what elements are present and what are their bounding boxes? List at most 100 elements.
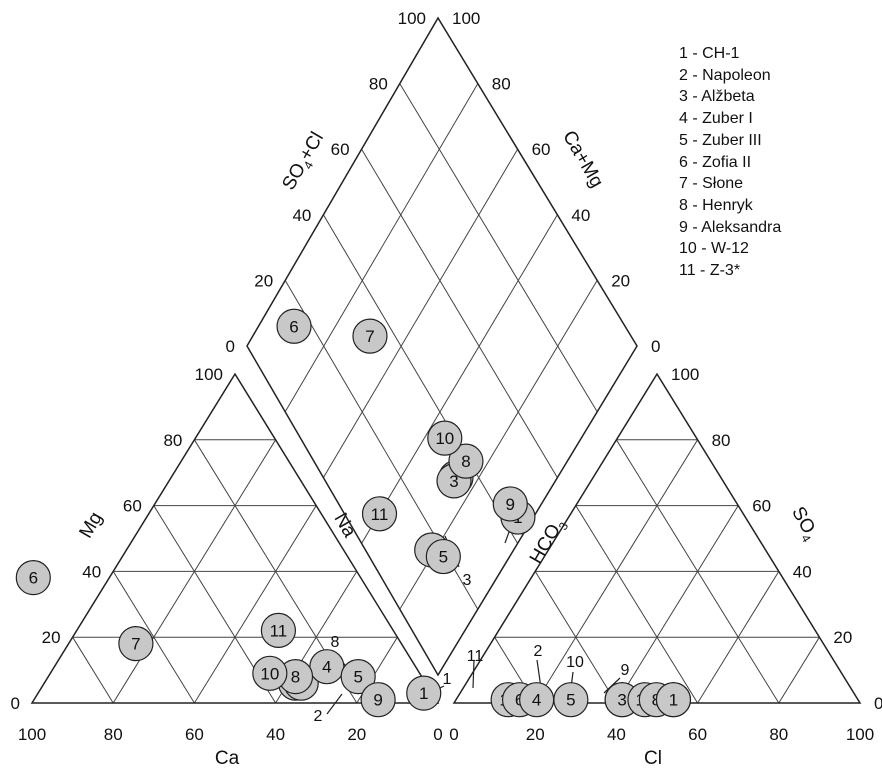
grid-line (361, 214, 558, 544)
anion-point: 5 (553, 682, 589, 718)
leader-label: 9 (621, 662, 630, 679)
anion-point: 4 (519, 682, 555, 718)
cation-point: 9 (360, 682, 396, 718)
axis-label-ca: Ca (215, 748, 240, 768)
tick-label-ca: 100 (18, 725, 46, 744)
tick-label-cl: 80 (769, 725, 788, 744)
axis-label-cl: Cl (644, 748, 662, 768)
legend-entry: 10 - W-12 (679, 240, 749, 258)
diamond-point: 11 (361, 496, 398, 532)
anion-grid (494, 439, 820, 704)
tick-label-ca-mg: 100 (452, 9, 480, 28)
legend-entry: 7 - Słone (679, 175, 744, 193)
tick-label-cl: 100 (846, 725, 874, 744)
legend: 1 - CH-1 2 - Napoleon 3 - Alžbeta 4 - Zu… (679, 43, 781, 282)
cation-point: 5 (340, 658, 376, 695)
sample-marker-label: 9 (506, 495, 515, 514)
legend-entry: 9 - Aleksandra (679, 218, 782, 236)
sample-marker-circle (118, 625, 154, 662)
anion-tick-labels: 0 0 20 20 40 40 60 60 80 80 100 100 (449, 365, 882, 744)
sample-marker-circle (361, 496, 398, 532)
sample-marker-label: 4 (322, 658, 331, 677)
sample-marker-label: 1 (669, 691, 678, 710)
cation-tick-labels: 0 0 20 20 40 40 60 60 80 80 100 100 (11, 365, 443, 744)
grid-line (112, 571, 195, 704)
leader-line (472, 659, 475, 689)
sample-marker-circle (553, 682, 589, 718)
tick-label-ca-mg: 0 (651, 337, 660, 356)
sample-marker-circle (352, 318, 388, 354)
sample-marker-label: 11 (270, 621, 288, 640)
cation-point: 10 (252, 655, 288, 691)
sample-marker-label: 1 (419, 684, 428, 703)
cation-point: 7 (118, 625, 154, 662)
cation-outline (30, 372, 440, 704)
legend-entry: 4 - Zuber I (679, 110, 753, 128)
diamond-point: 10 (427, 420, 463, 456)
sample-marker-circle (448, 443, 484, 479)
sample-marker-circle (252, 655, 288, 691)
diamond-point: 6 (276, 308, 312, 344)
diamond-point: 8 (448, 443, 484, 479)
sample-marker-circle (655, 682, 692, 718)
tick-label-so4-cl: 20 (254, 271, 273, 290)
sample-marker-circle (260, 612, 296, 649)
tick-label-so4-cl: 60 (331, 140, 350, 159)
leader-label: 2 (314, 708, 323, 725)
legend-entry: 2 - Napoleon (679, 66, 771, 84)
grid-line (615, 505, 739, 704)
tick-label-ca-mg: 80 (492, 75, 511, 94)
anion-leader-lines: 11 2 10 9 (467, 643, 630, 694)
tick-label-so4-cl: 0 (226, 337, 235, 356)
tick-label-so4: 40 (793, 562, 812, 581)
sample-marker-label: 5 (566, 691, 575, 710)
legend-entry: 6 - Zofia II (679, 153, 752, 171)
sample-marker-label: 8 (291, 668, 300, 687)
tick-label-ca: 0 (433, 725, 442, 744)
grid-line (284, 83, 479, 413)
tick-label-so4-cl: 40 (292, 206, 311, 225)
sample-marker-label: 10 (260, 664, 279, 683)
cation-point: 1 (406, 675, 442, 711)
anion-points: 116452310891 (490, 682, 692, 718)
diamond-points: 1234567891011 (276, 308, 536, 575)
sample-marker-label: 3 (617, 691, 626, 710)
grid-line (399, 83, 598, 413)
leader-label: 2 (534, 643, 543, 660)
tick-label-cl: 0 (449, 725, 458, 744)
legend-entry: 5 - Zuber III (679, 131, 762, 149)
tick-label-ca: 60 (185, 725, 204, 744)
legend-entry: 3 - Alžbeta (679, 88, 755, 106)
sample-marker-label: 5 (353, 668, 362, 687)
tick-label-so4-cl: 100 (398, 9, 426, 28)
tick-label-so4: 100 (671, 365, 699, 384)
leader-line (326, 693, 343, 715)
tick-label-cl: 40 (607, 725, 626, 744)
cation-point: 8 (277, 658, 314, 695)
tick-label-so4: 60 (752, 497, 771, 516)
sample-marker-label: 9 (373, 691, 382, 710)
legend-entry: 8 - Henryk (679, 196, 753, 214)
tick-label-so4: 0 (874, 694, 882, 713)
diamond-outline (246, 16, 638, 677)
sample-marker-circle (276, 308, 312, 344)
tick-label-mg: 20 (42, 628, 61, 647)
grid-line (72, 636, 114, 704)
tick-label-cl: 60 (688, 725, 707, 744)
diamond-point: 9 (492, 486, 528, 522)
sample-marker-label: 4 (532, 691, 541, 710)
sample-marker-circle (427, 420, 463, 456)
leader-label: 10 (566, 654, 584, 671)
tick-label-mg: 60 (123, 497, 142, 516)
axis-label-mg: Mg (76, 509, 107, 542)
diamond-tick-labels: 0 0 20 20 40 40 60 60 80 80 100 100 (226, 9, 661, 356)
leader-label: 11 (467, 648, 484, 665)
leader-label: 3 (463, 572, 472, 589)
tick-label-ca-mg: 40 (571, 206, 590, 225)
sample-marker-label: 3 (449, 472, 458, 491)
tick-label-ca: 80 (104, 725, 123, 744)
tick-label-so4: 20 (833, 628, 852, 647)
grid-line (778, 636, 820, 704)
leader-label: 1 (443, 671, 452, 688)
